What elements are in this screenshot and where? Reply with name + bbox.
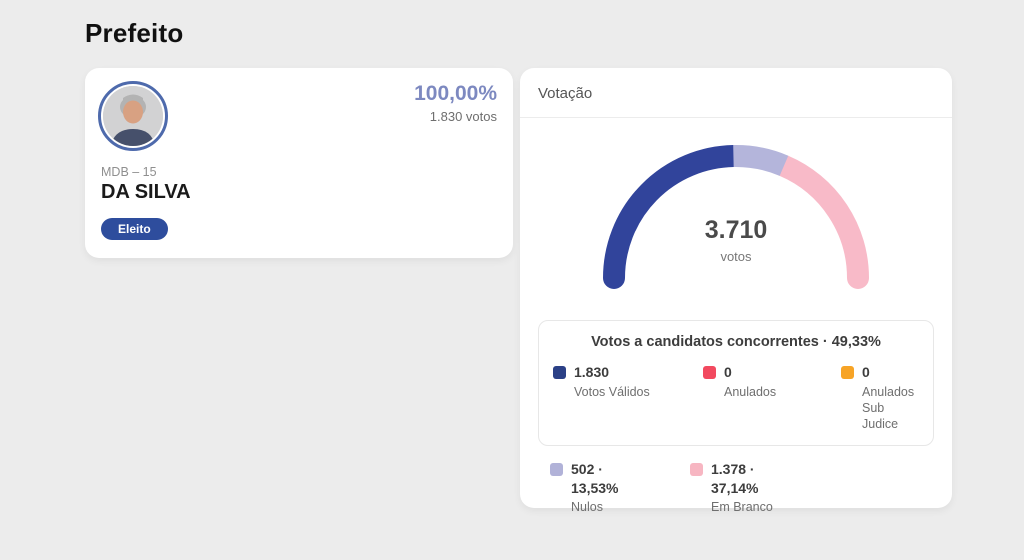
nulos-label: Nulos <box>571 500 603 515</box>
legend-item-votos-validos: 1.830 Votos Válidos <box>553 363 703 433</box>
votos-validos-label: Votos Válidos <box>574 384 650 399</box>
legend-row-2: 502 · 13,53% Nulos 1.378 · 37,14% Em Bra… <box>550 460 934 516</box>
votes-gauge-chart: 3.710 votos <box>586 130 886 298</box>
em-branco-percent: 37,14% <box>711 479 759 496</box>
votos-validos-swatch-icon <box>553 366 566 379</box>
legend-item-em-branco: 1.378 · 37,14% Em Branco <box>690 460 934 516</box>
nulos-swatch-icon <box>550 462 563 476</box>
gauge-arc <box>603 145 869 289</box>
anulados-swatch-icon <box>703 366 716 379</box>
anulados-value: 0 <box>724 364 732 380</box>
anulados-sub-judice-label: Anulados Sub Judice <box>862 384 915 432</box>
gauge-total-value: 3.710 <box>704 216 768 244</box>
candidate-votes: 1.830 votos <box>429 109 497 124</box>
legend-row-1: 1.830 Votos Válidos 0 Anulados 0 Anulado… <box>553 363 919 433</box>
candidate-photo <box>98 81 168 151</box>
nulos-value: 502 · <box>571 460 603 477</box>
em-branco-label: Em Branco <box>711 500 773 515</box>
nulos-percent: 13,53% <box>571 479 619 496</box>
em-branco-value: 1.378 · <box>711 460 755 477</box>
person-portrait-icon <box>103 86 163 146</box>
candidate-percent: 100,00% <box>414 82 497 105</box>
em-branco-swatch-icon <box>690 462 703 476</box>
page-title: Prefeito <box>85 18 184 48</box>
anulados-sub-judice-swatch-icon <box>841 366 854 379</box>
votos-validos-value: 1.830 <box>574 364 610 380</box>
candidate-card[interactable]: 100,00% 1.830 votos MDB – 15 DA SILVA El… <box>85 68 513 258</box>
anulados-label: Anulados <box>724 384 777 399</box>
gauge-total-label: votos <box>720 249 752 264</box>
votacao-card-header: Votação <box>520 68 952 118</box>
concurrent-votes-legend-box: Votos a candidatos concorrentes · 49,33%… <box>538 320 934 446</box>
votacao-card: Votação 3.710 votos Votos a candidatos c… <box>520 68 952 514</box>
legend-box-title: Votos a candidatos concorrentes · 49,33% <box>591 334 881 350</box>
gauge-center-text: 3.710 votos <box>586 216 886 264</box>
candidate-result: 100,00% 1.830 votos <box>414 82 497 124</box>
anulados-sub-judice-value: 0 <box>862 364 870 380</box>
legend-item-anulados-sub-judice: 0 Anulados Sub Judice <box>841 363 919 433</box>
legend-item-anulados: 0 Anulados <box>703 363 841 433</box>
elected-status-badge: Eleito <box>101 218 168 240</box>
candidate-photo-image <box>103 86 163 146</box>
legend-item-nulos: 502 · 13,53% Nulos <box>550 460 690 516</box>
candidate-party-number: MDB – 15 <box>101 165 157 179</box>
candidate-name: DA SILVA <box>101 181 191 203</box>
